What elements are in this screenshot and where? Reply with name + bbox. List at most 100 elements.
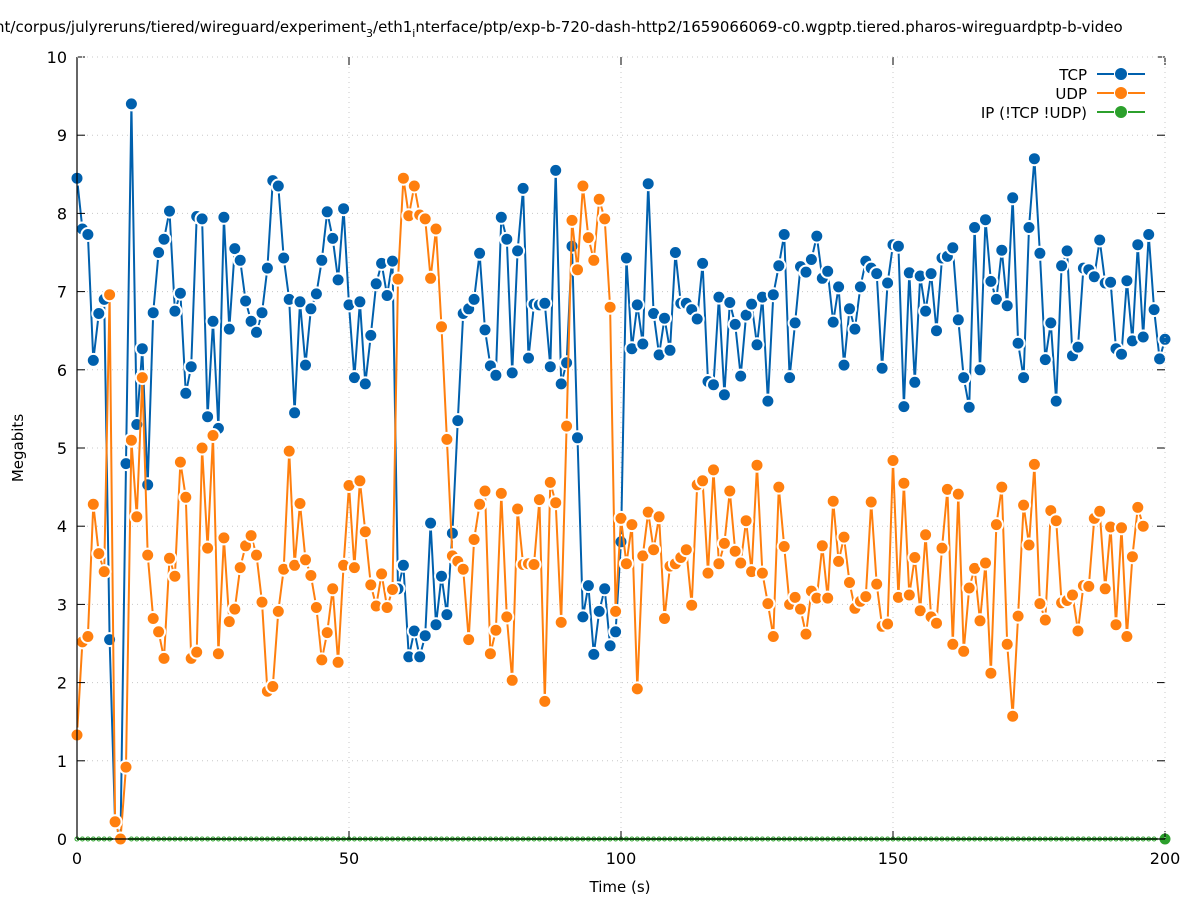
data-point bbox=[983, 273, 999, 289]
data-point bbox=[379, 600, 395, 615]
data-point bbox=[608, 624, 624, 640]
data-point bbox=[352, 473, 368, 489]
data-point bbox=[423, 515, 439, 531]
legend-marker bbox=[1115, 106, 1127, 118]
data-point bbox=[85, 496, 101, 512]
data-point bbox=[292, 496, 308, 511]
data-point bbox=[428, 221, 444, 237]
data-point bbox=[466, 291, 482, 307]
legend-item: TCP bbox=[1058, 66, 1145, 84]
data-point bbox=[716, 535, 732, 551]
data-point bbox=[602, 299, 618, 315]
data-point bbox=[570, 262, 585, 278]
data-point bbox=[167, 568, 183, 584]
data-point bbox=[629, 681, 645, 697]
legend-marker bbox=[1115, 68, 1127, 80]
data-point bbox=[249, 324, 264, 340]
data-point bbox=[657, 611, 672, 626]
data-point bbox=[118, 759, 134, 775]
data-point bbox=[156, 650, 172, 666]
data-point bbox=[798, 626, 814, 642]
data-point bbox=[162, 550, 177, 566]
data-point bbox=[1016, 497, 1032, 513]
data-point bbox=[91, 306, 107, 321]
data-point bbox=[782, 370, 798, 386]
data-point bbox=[749, 457, 765, 473]
data-point bbox=[967, 220, 983, 235]
data-point bbox=[869, 266, 885, 282]
data-point bbox=[504, 672, 520, 688]
data-point bbox=[711, 556, 727, 572]
data-point bbox=[1005, 190, 1021, 206]
data-point bbox=[918, 303, 934, 319]
data-point bbox=[499, 609, 515, 625]
data-point bbox=[754, 565, 770, 581]
data-point bbox=[379, 288, 395, 303]
data-point bbox=[1054, 258, 1070, 274]
data-point bbox=[210, 646, 226, 662]
data-point bbox=[1114, 520, 1129, 536]
data-point bbox=[336, 201, 352, 217]
data-point bbox=[929, 615, 944, 631]
data-point bbox=[950, 486, 966, 502]
data-point bbox=[504, 365, 520, 381]
data-point bbox=[330, 272, 346, 288]
data-point bbox=[733, 555, 749, 571]
data-point bbox=[695, 255, 711, 271]
data-point bbox=[466, 532, 482, 547]
data-point bbox=[646, 542, 662, 558]
data-point bbox=[1005, 708, 1021, 724]
data-point bbox=[488, 622, 504, 638]
data-point bbox=[885, 453, 901, 468]
data-point bbox=[1152, 351, 1168, 367]
data-point bbox=[662, 342, 678, 358]
data-point bbox=[869, 576, 885, 592]
data-point bbox=[858, 589, 874, 605]
data-point bbox=[548, 495, 564, 511]
data-point bbox=[439, 431, 455, 447]
data-point bbox=[428, 617, 444, 633]
data-point bbox=[510, 243, 526, 259]
data-point bbox=[994, 242, 1010, 258]
data-point bbox=[945, 240, 961, 256]
data-point bbox=[1103, 274, 1119, 290]
data-point bbox=[515, 180, 531, 196]
x-tick-label: 0 bbox=[72, 849, 82, 868]
data-point bbox=[1048, 393, 1064, 409]
data-point bbox=[706, 377, 721, 393]
data-point bbox=[482, 646, 498, 662]
series-tcp bbox=[69, 96, 1173, 847]
data-point bbox=[352, 294, 368, 310]
data-point bbox=[831, 279, 847, 295]
data-point bbox=[1092, 232, 1108, 248]
data-point bbox=[205, 428, 221, 443]
y-tick-label: 10 bbox=[47, 48, 67, 67]
data-point bbox=[1021, 220, 1037, 235]
data-point bbox=[771, 479, 787, 495]
data-point bbox=[172, 454, 188, 470]
data-point bbox=[1124, 549, 1140, 565]
data-point bbox=[472, 245, 488, 261]
data-point bbox=[227, 601, 243, 617]
data-point bbox=[96, 564, 112, 580]
data-point bbox=[417, 628, 433, 644]
data-point bbox=[831, 553, 847, 569]
data-point bbox=[820, 590, 836, 606]
data-point bbox=[1070, 623, 1086, 639]
data-point bbox=[325, 581, 341, 597]
data-point bbox=[836, 357, 852, 373]
data-point bbox=[820, 263, 836, 279]
data-point bbox=[657, 310, 672, 326]
data-point bbox=[254, 305, 270, 321]
data-point bbox=[472, 496, 488, 512]
data-point bbox=[945, 636, 961, 652]
data-point bbox=[700, 565, 716, 581]
data-point bbox=[548, 162, 564, 178]
data-point bbox=[961, 580, 977, 596]
data-point bbox=[395, 557, 411, 573]
data-point bbox=[695, 473, 711, 489]
data-point bbox=[1130, 499, 1146, 515]
data-point bbox=[608, 603, 624, 619]
data-point bbox=[896, 399, 912, 415]
data-point bbox=[950, 312, 966, 328]
